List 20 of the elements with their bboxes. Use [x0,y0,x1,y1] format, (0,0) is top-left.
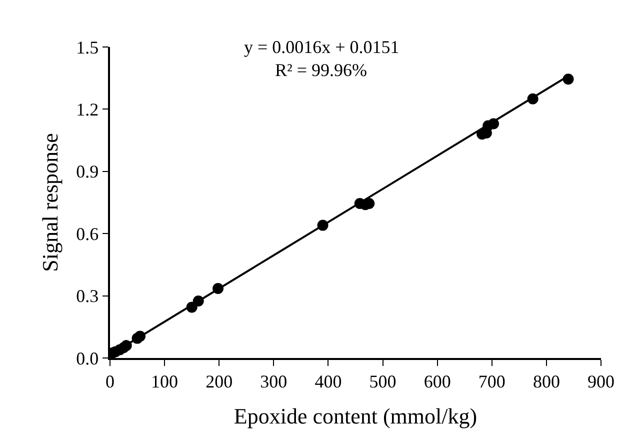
y-tick-label: 1.2 [76,100,99,120]
y-tick-label: 0.9 [76,162,99,182]
annotation: y = 0.0016x + 0.0151 [244,37,400,57]
y-tick-label: 0.3 [76,286,99,306]
y-tick-label: 1.5 [76,37,99,58]
y-tick-label: 0.0 [76,348,99,368]
annotation: R² = 99.96% [275,60,368,80]
x-tick-label: 400 [314,371,342,392]
x-tick-label: 100 [151,371,178,392]
x-tick-label: 200 [206,371,233,392]
y-tick-label: 0.6 [76,224,99,244]
x-tick-label: 700 [478,371,506,392]
x-tick-label: 600 [424,371,451,392]
x-tick-label: 0 [106,371,114,392]
x-tick-label: 800 [532,371,560,392]
y-axis-title: Signal response [37,133,62,272]
x-axis-title: Epoxide content (mmol/kg) [234,404,478,429]
x-tick-label: 900 [588,371,614,392]
x-tick-label: 300 [260,371,288,392]
x-tick-label: 500 [369,371,396,392]
